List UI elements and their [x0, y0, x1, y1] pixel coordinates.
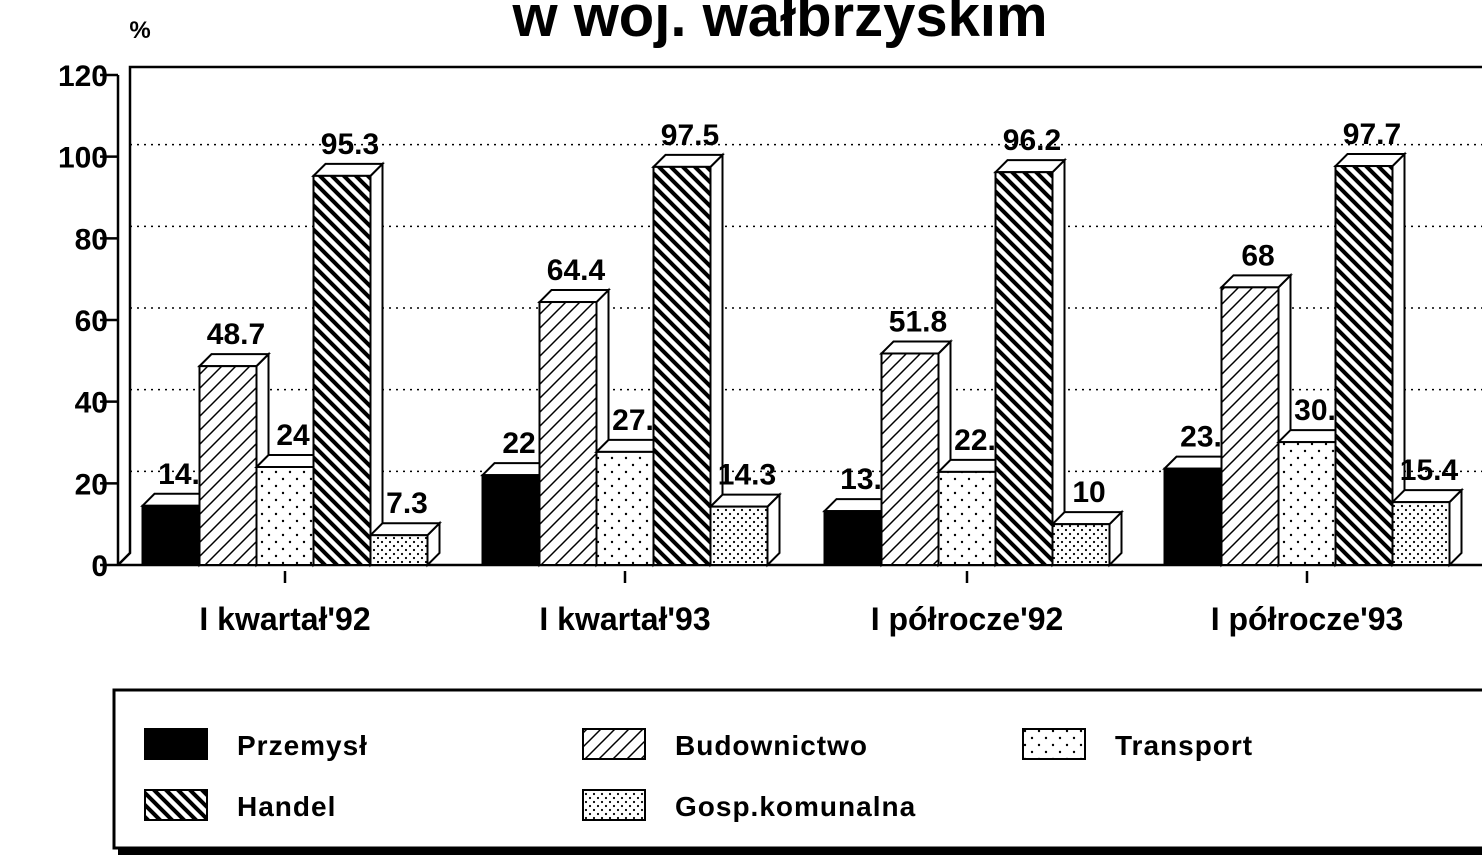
bar-side: [1051, 157, 1066, 568]
bar-top: [651, 153, 725, 168]
y-tick-label: 80: [75, 223, 108, 256]
legend-swatch: [582, 789, 646, 821]
bar: [1277, 441, 1337, 567]
value-label: 22: [502, 427, 535, 460]
legend-label: Przemysł: [237, 730, 368, 761]
bar-top: [1333, 153, 1407, 168]
value-label: 30.: [1294, 394, 1336, 427]
value-label: 23.: [1180, 421, 1222, 454]
bar: [369, 534, 429, 566]
legend-label: Budownictwo: [675, 730, 868, 761]
bar-top: [708, 493, 782, 508]
bar-top: [879, 340, 953, 355]
bar-top: [537, 289, 611, 304]
bar: [823, 510, 883, 567]
bar-top: [197, 353, 271, 368]
y-tick-label: 120: [58, 60, 108, 93]
bar: [1391, 501, 1451, 567]
y-tick-label: 100: [58, 142, 108, 175]
legend-swatch: [144, 728, 208, 760]
bar: [1334, 165, 1394, 567]
value-label: 22.: [954, 424, 996, 457]
value-label: 15.4: [1400, 454, 1459, 487]
bar-side: [369, 161, 384, 568]
bar: [312, 174, 372, 566]
x-tick-label: I kwartał'92: [199, 601, 370, 637]
value-label: 10: [1072, 476, 1105, 509]
bar: [880, 352, 940, 566]
value-label: 13.: [840, 463, 882, 496]
bar: [538, 301, 598, 566]
value-label: 64.4: [547, 254, 606, 287]
value-label: 24: [276, 419, 310, 452]
bar: [255, 466, 315, 566]
x-tick-label: I półrocze'93: [1211, 601, 1404, 637]
y-tick-label: 0: [91, 550, 108, 583]
chart-title: w woj. wałbrzyskim: [511, 0, 1047, 49]
x-tick-label: I półrocze'92: [871, 601, 1064, 637]
bar: [709, 505, 769, 567]
legend-swatch: [582, 728, 646, 760]
bar: [141, 504, 201, 566]
value-label: 68: [1241, 239, 1274, 272]
value-label: 51.8: [889, 305, 947, 338]
bar: [595, 450, 655, 566]
bar: [652, 165, 712, 566]
y-axis-label: %: [129, 17, 150, 44]
legend: [112, 688, 1482, 850]
legend-label: Handel: [237, 791, 336, 822]
value-label: 14.: [158, 458, 200, 491]
plot-wall: [117, 65, 1482, 566]
value-label: 97.5: [661, 119, 719, 152]
value-label: 7.3: [386, 487, 428, 520]
bar-top: [1050, 511, 1124, 526]
legend-swatch: [1022, 728, 1086, 760]
value-label: 97.7: [1343, 118, 1401, 151]
bar: [937, 470, 997, 566]
value-label: 27.: [612, 404, 654, 437]
bar: [481, 474, 541, 566]
y-tick-label: 60: [75, 305, 108, 338]
bar-top: [368, 522, 442, 537]
bar-top: [1390, 489, 1464, 504]
legend-swatch: [144, 789, 208, 821]
bar-top: [1219, 274, 1293, 289]
bar-top: [993, 159, 1067, 174]
y-tick-label: 20: [75, 468, 108, 501]
value-label: 96.2: [1003, 124, 1061, 157]
x-tick-label: I kwartał'93: [539, 601, 710, 637]
bar: [1220, 286, 1280, 566]
value-label: 48.7: [207, 318, 265, 351]
bar: [1163, 467, 1223, 566]
bar: [198, 365, 258, 566]
legend-label: Gosp.komunalna: [675, 791, 916, 822]
value-label: 14.3: [718, 459, 776, 492]
y-tick-label: 40: [75, 387, 108, 420]
value-label: 95.3: [321, 128, 379, 161]
legend-label: Transport: [1115, 730, 1253, 761]
bar-top: [311, 162, 385, 177]
bar: [994, 171, 1054, 567]
bar: [1051, 523, 1111, 567]
